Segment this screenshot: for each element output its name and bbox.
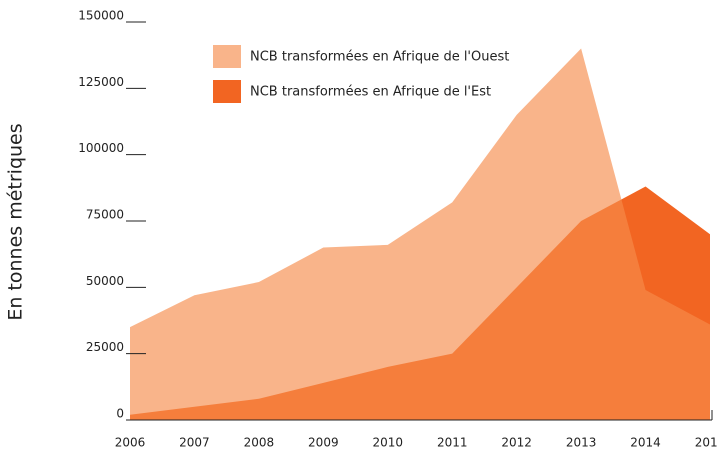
x-tick-label: 2011: [437, 436, 468, 450]
y-tick-label: 0: [116, 407, 124, 421]
legend-label: NCB transformées en Afrique de l'Est: [250, 85, 491, 100]
y-tick-label: 25000: [86, 340, 124, 354]
x-tick-label: 2007: [179, 436, 210, 450]
x-tick-label: 2006: [115, 436, 146, 450]
x-tick-label: 2013: [566, 436, 597, 450]
y-tick-label: 100000: [78, 141, 124, 155]
y-axis-label: En tonnes métriques: [5, 123, 27, 320]
legend-label: NCB transformées en Afrique de l'Ouest: [250, 50, 509, 65]
y-tick-label: 150000: [78, 9, 124, 23]
legend-swatch: [213, 45, 241, 68]
y-tick-label: 125000: [78, 75, 124, 89]
x-tick-label: 2008: [244, 436, 275, 450]
area: [130, 48, 710, 421]
legend-swatch: [213, 80, 241, 103]
x-tick-label: 2009: [308, 436, 339, 450]
y-tick-label: 50000: [86, 274, 124, 288]
x-tick-label: 2014: [630, 436, 661, 450]
y-tick-label: 75000: [86, 208, 124, 222]
x-tick-label: 2015: [695, 436, 718, 450]
x-tick-label: 2012: [501, 436, 532, 450]
x-tick-label: 2010: [373, 436, 404, 450]
